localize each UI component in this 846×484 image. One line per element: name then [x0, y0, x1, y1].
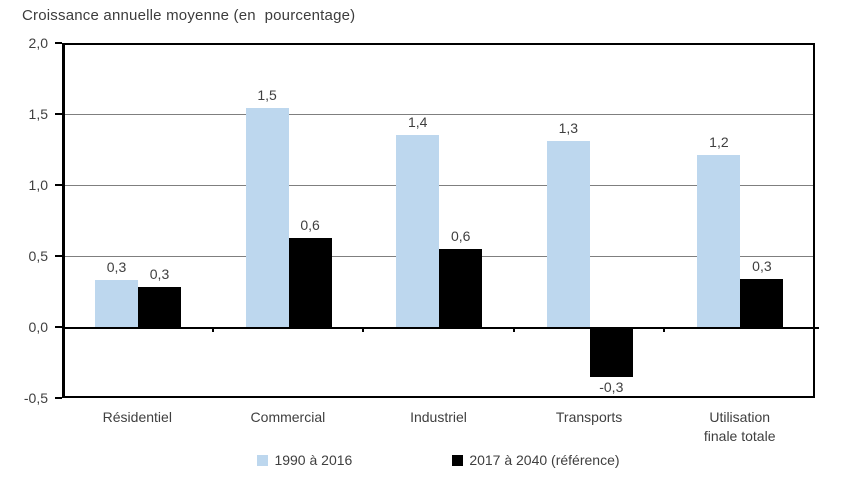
bar-value-label: 1,2 [709, 134, 729, 151]
bar-value-label: 0,6 [300, 216, 320, 233]
legend: 1990 à 2016 2017 à 2040 (référence) [62, 452, 815, 468]
legend-label-1990-2016: 1990 à 2016 [274, 452, 353, 468]
y-axis-tick [55, 326, 62, 328]
y-axis-tick [55, 397, 62, 399]
x-axis-category-label: Transports [555, 409, 623, 425]
plot-area: 0,3 1,5 1,4 1,3 1,2 0,3 0,6 0,6 -0,3 0,3 2,0 1,5 1,0… [24, 35, 819, 406]
bar-value-label: 1,5 [257, 87, 277, 104]
bar-value-label: 0,3 [752, 257, 772, 274]
y-axis-tick-label: 2,0 [28, 35, 48, 51]
bar [138, 287, 181, 327]
category-separator-tick [663, 327, 666, 332]
y-axis-tick [55, 184, 62, 186]
y-axis-tick-label: 1,5 [28, 106, 48, 122]
y-axis-tick-label: 0,5 [28, 248, 48, 264]
category-separator-tick [362, 327, 365, 332]
bar [95, 280, 138, 327]
bar-value-label: 0,3 [149, 266, 170, 283]
bar [245, 108, 289, 327]
bar [439, 248, 483, 327]
square-icon [257, 454, 269, 466]
bar [589, 329, 633, 378]
bar-value-label: -0,3 [599, 379, 624, 396]
plot-border-right [813, 43, 815, 398]
bar [396, 135, 440, 327]
bar-value-label: 0,6 [450, 227, 471, 244]
bar [697, 155, 741, 327]
bar [740, 278, 784, 327]
square-icon [452, 454, 464, 466]
y-axis-tick [55, 113, 62, 115]
legend-item-2017-2040: 2017 à 2040 (référence) [452, 452, 620, 468]
x-axis-category-label: Résidentiel [102, 409, 172, 425]
bar [288, 237, 332, 327]
bar-value-label: 1,3 [558, 119, 579, 136]
chart-title: Croissance annuelle moyenne (en pourcent… [22, 7, 356, 24]
x-axis-category-label: Utilisation finale totale [703, 409, 776, 444]
bar [546, 140, 590, 327]
x-axis-category-label: Commercial [250, 409, 326, 425]
y-axis-tick [55, 42, 62, 44]
zero-axis-line [62, 327, 815, 329]
gridline [65, 185, 815, 186]
category-separator-tick [211, 327, 214, 332]
x-axis-labels: Résidentiel Commercial Industriel Transport… [62, 408, 815, 452]
y-axis-tick-label: -0,5 [23, 390, 48, 406]
x-axis-category-label: Industriel [410, 409, 467, 425]
y-axis-tick-label: 1,0 [28, 177, 48, 193]
y-axis-tick [55, 255, 62, 257]
zero-line-right-tick [815, 327, 819, 329]
plot-border-bottom [62, 396, 815, 398]
bar-value-label: 0,3 [106, 259, 127, 276]
category-separator-tick [512, 327, 515, 332]
legend-label-2017-2040: 2017 à 2040 (référence) [469, 452, 620, 468]
gridline [65, 114, 815, 115]
plot-border-top [62, 43, 815, 45]
y-axis-tick-label: 0,0 [28, 319, 48, 335]
y-axis-line [62, 43, 65, 398]
bar-value-label: 1,4 [407, 114, 428, 131]
legend-item-1990-2016: 1990 à 2016 [257, 452, 352, 468]
